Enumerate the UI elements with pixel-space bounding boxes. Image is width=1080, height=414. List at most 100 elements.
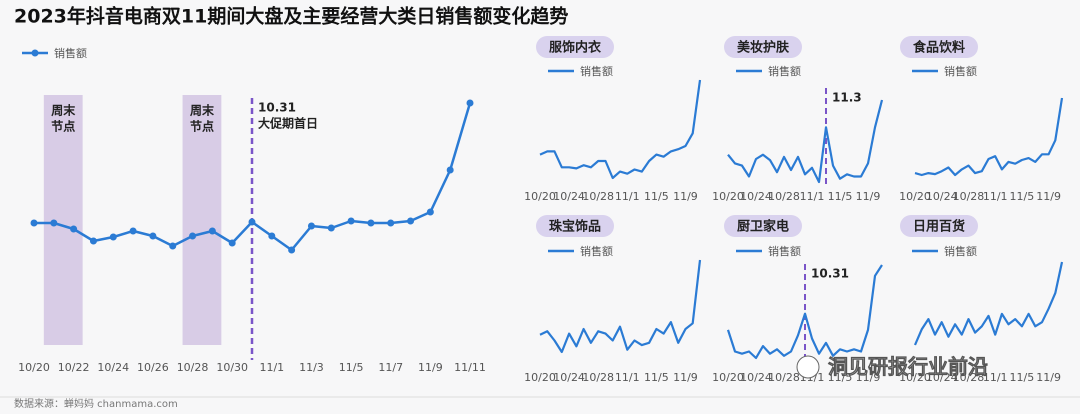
weekend-band	[182, 95, 222, 345]
x-tick-label: 10/20	[524, 190, 556, 203]
point	[268, 232, 276, 240]
x-tick-label: 10/20	[18, 361, 50, 374]
x-tick-label: 10/20	[899, 371, 931, 384]
x-tick-label: 11/9	[856, 371, 881, 384]
title-pill	[724, 215, 802, 237]
point	[288, 246, 296, 254]
legend-label: 销售额	[944, 244, 977, 258]
point	[327, 224, 335, 232]
x-tick-label: 11/5	[828, 190, 853, 203]
chart-title: 珠宝饰品	[549, 219, 601, 235]
point	[50, 219, 58, 227]
chart-title: 食品饮料	[913, 40, 965, 56]
watermark: 洞见研报行业前沿	[828, 355, 988, 379]
chart-title: 日用百货	[913, 219, 965, 235]
series-line	[727, 99, 884, 184]
x-tick-label: 10/28	[177, 361, 209, 374]
title-pill	[536, 36, 614, 58]
x-tick-label: 10/26	[137, 361, 169, 374]
x-tick-label: 10/24	[740, 190, 772, 203]
x-tick-label: 10/24	[553, 190, 585, 203]
x-tick-label: 10/28	[582, 371, 614, 384]
legend-label: 销售额	[54, 46, 87, 60]
x-tick-label: 10/28	[768, 371, 800, 384]
x-tick-label: 10/24	[926, 371, 958, 384]
x-tick-label: 10/24	[97, 361, 129, 374]
x-tick-label: 11/7	[378, 361, 403, 374]
x-tick-label: 11/3	[299, 361, 324, 374]
x-tick-label: 11/5	[339, 361, 364, 374]
point	[248, 218, 256, 226]
x-tick-label: 10/24	[740, 371, 772, 384]
watermark-icon	[796, 355, 820, 379]
x-tick-label: 11/1	[259, 361, 284, 374]
series-line	[726, 264, 883, 360]
x-tick-label: 11/1	[615, 190, 640, 203]
source: 数据来源：蝉妈妈 chanmama.com	[14, 397, 178, 410]
point	[307, 222, 315, 230]
point	[387, 219, 395, 227]
legend-label: 销售额	[768, 244, 801, 258]
x-tick-label: 11/11	[454, 361, 486, 374]
x-tick-label: 11/5	[644, 190, 669, 203]
marker-label: 10.31	[811, 267, 849, 281]
x-tick-label: 10/28	[953, 371, 985, 384]
point	[89, 237, 97, 245]
point	[426, 208, 434, 216]
x-tick-label: 10/30	[216, 361, 248, 374]
legend-label: 销售额	[944, 64, 977, 78]
x-tick-label: 11/9	[673, 190, 698, 203]
x-tick-label: 10/28	[768, 190, 800, 203]
legend-label: 销售额	[768, 64, 801, 78]
x-tick-label: 10/20	[899, 190, 931, 203]
title-pill	[536, 215, 614, 237]
x-tick-label: 11/9	[673, 371, 698, 384]
marker-label: 11.3	[832, 91, 862, 105]
point	[149, 232, 157, 240]
legend-label: 销售额	[580, 244, 613, 258]
chart-title: 美妆护肤	[737, 40, 790, 56]
series-line	[914, 97, 1064, 177]
x-tick-label: 11/1	[800, 190, 825, 203]
x-tick-label: 10/24	[926, 190, 958, 203]
x-tick-label: 11/1	[983, 371, 1008, 384]
x-tick-label: 11/9	[1036, 371, 1061, 384]
x-tick-label: 10/22	[58, 361, 90, 374]
title-pill	[900, 36, 978, 58]
legend-dot	[31, 49, 39, 57]
x-tick-label: 10/28	[582, 190, 614, 203]
x-tick-label: 11/5	[644, 371, 669, 384]
point	[347, 217, 355, 225]
band-label: 周末	[51, 103, 76, 118]
x-tick-label: 11/5	[828, 371, 853, 384]
legend-label: 销售额	[580, 64, 613, 78]
x-tick-label: 10/20	[712, 190, 744, 203]
point	[407, 217, 415, 225]
series-line	[34, 102, 472, 252]
series-line	[913, 261, 1064, 346]
marker-label: 10.31	[258, 101, 296, 115]
point	[169, 242, 177, 250]
x-tick-label: 11/5	[1010, 190, 1035, 203]
point	[466, 99, 474, 107]
x-tick-label: 10/24	[553, 371, 585, 384]
band-label: 节点	[51, 119, 75, 134]
x-tick-label: 11/9	[1036, 190, 1061, 203]
x-tick-label: 11/9	[418, 361, 443, 374]
x-tick-label: 10/20	[524, 371, 556, 384]
x-tick-label: 11/9	[856, 190, 881, 203]
point	[129, 227, 137, 235]
chart-title: 服饰内衣	[549, 40, 601, 56]
point	[446, 166, 454, 174]
x-tick-label: 11/5	[1010, 371, 1035, 384]
point	[109, 233, 117, 241]
x-tick-label: 11/1	[983, 190, 1008, 203]
marker-label: 大促期首日	[258, 116, 318, 131]
x-tick-label: 11/1	[615, 371, 640, 384]
weekend-band	[43, 95, 83, 345]
point	[367, 219, 375, 227]
title-pill	[724, 36, 802, 58]
page-title: 2023年抖音电商双11期间大盘及主要经营大类日销售额变化趋势	[14, 5, 568, 28]
